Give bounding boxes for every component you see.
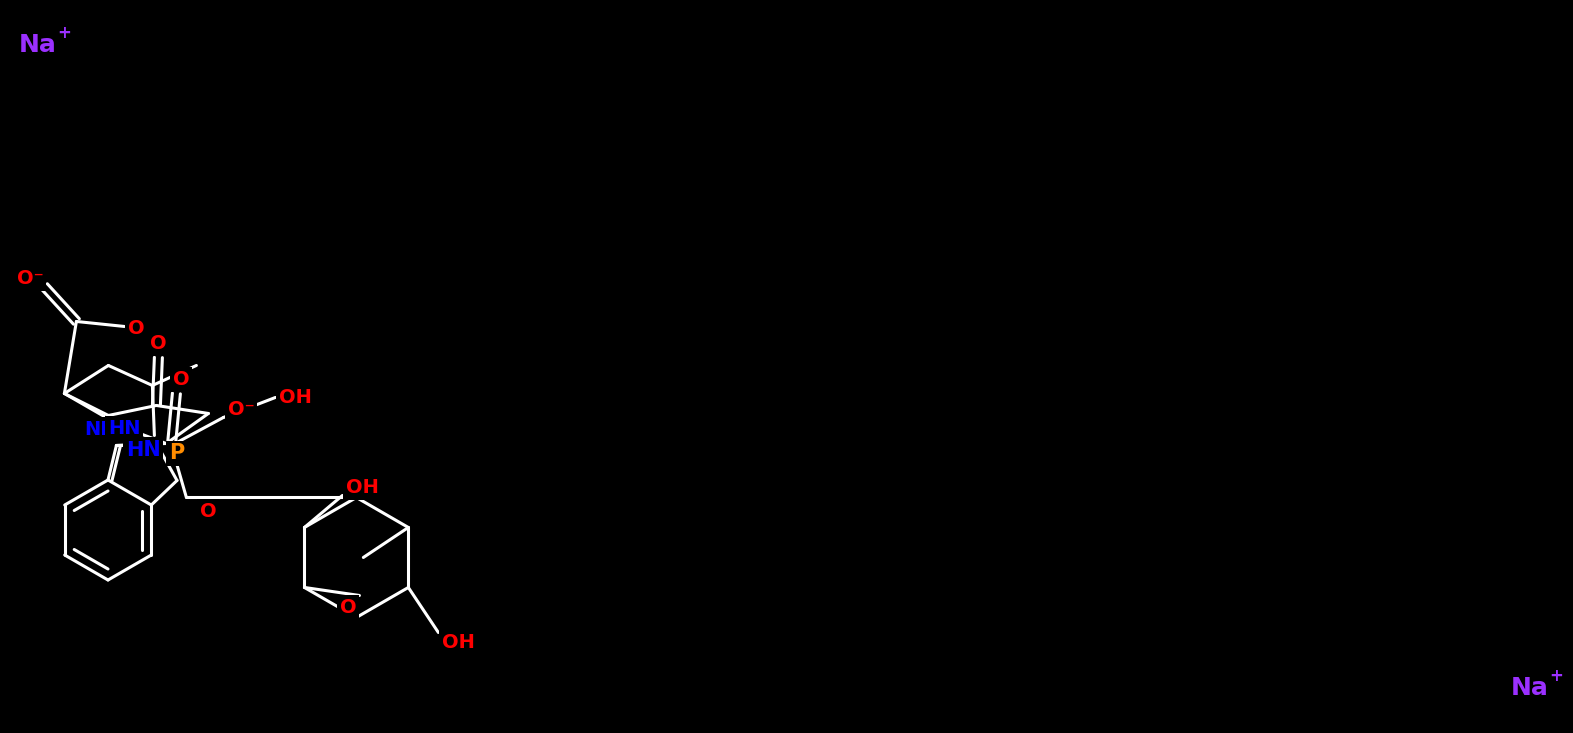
Text: O: O — [340, 598, 357, 617]
Text: O: O — [200, 502, 217, 521]
Text: O: O — [173, 370, 190, 389]
Text: O: O — [127, 319, 145, 338]
Text: O⁻: O⁻ — [17, 269, 44, 288]
Text: HN: HN — [109, 419, 140, 438]
Text: P: P — [168, 443, 184, 463]
Text: O⁻: O⁻ — [228, 400, 255, 419]
Text: O: O — [149, 334, 167, 353]
Text: +: + — [1549, 667, 1564, 685]
Text: OH: OH — [346, 478, 379, 497]
Text: Na: Na — [19, 33, 57, 57]
Text: NH: NH — [83, 420, 116, 439]
Text: OH: OH — [442, 633, 475, 652]
Text: OH: OH — [278, 388, 311, 407]
Text: Na: Na — [1512, 676, 1549, 700]
Text: +: + — [57, 24, 71, 42]
Text: HN: HN — [126, 440, 160, 460]
